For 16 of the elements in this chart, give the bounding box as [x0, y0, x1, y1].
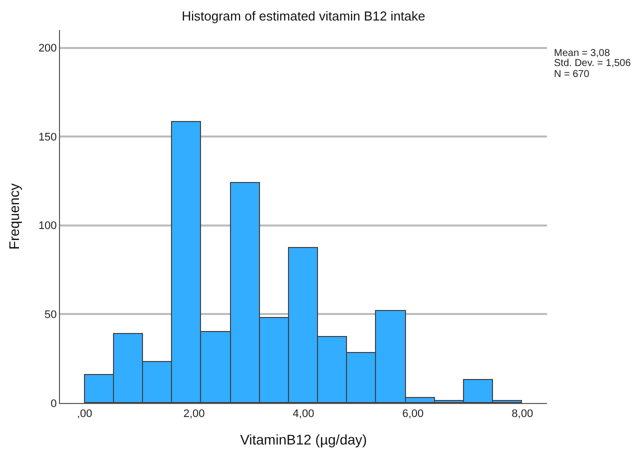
x-tick-label: 2,00: [183, 408, 205, 420]
text: Std. Dev. = 1,506: [554, 58, 632, 69]
x-tick-label: ,00: [76, 408, 92, 420]
y-tick-label: 200: [38, 42, 57, 55]
y-tick-label: 150: [38, 131, 57, 144]
x-tick-label: 6,00: [402, 408, 424, 420]
x-axis-title: VitaminB12 (µg/day): [240, 432, 367, 448]
x-tick-label: 4,00: [292, 408, 314, 420]
y-axis-title: Frequency: [6, 183, 22, 250]
y-tick-label: 0: [50, 398, 57, 410]
chart-title: Histogram of estimated vitamin B12 intake: [182, 8, 426, 24]
y-tick-label: 50: [44, 309, 57, 322]
x-tick-label: 8,00: [512, 408, 534, 420]
y-tick-label: 100: [38, 220, 57, 232]
text: Mean = 3,08: [554, 48, 610, 59]
text: N = 670: [554, 69, 590, 80]
